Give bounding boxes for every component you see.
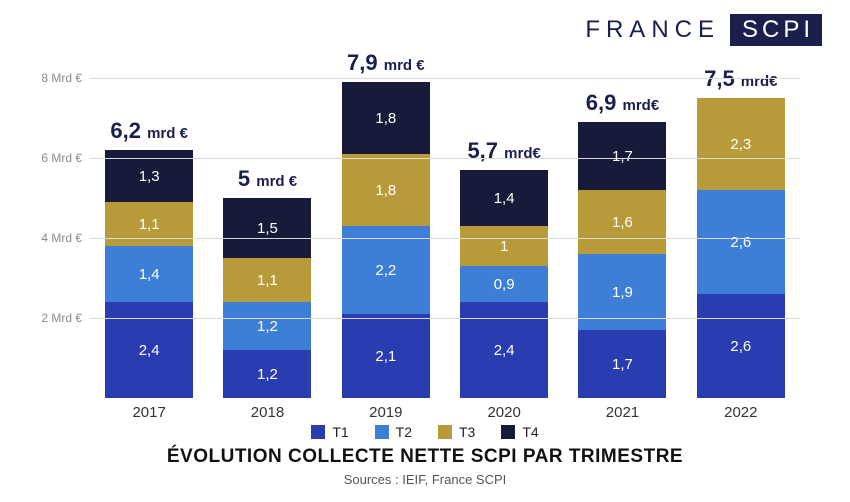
bar-segment-t1: 2,4 xyxy=(105,302,193,398)
bar-column: 2,32,62,67,5 mrd€2022 xyxy=(697,98,785,398)
x-axis-label: 2018 xyxy=(251,404,284,421)
bar-total-unit: mrd € xyxy=(147,125,188,142)
gridline: 6 Mrd € xyxy=(90,158,800,159)
bar-total-unit: mrd€ xyxy=(504,145,541,162)
bar-total-unit: mrd€ xyxy=(622,97,659,114)
bar-total-value: 6,2 xyxy=(110,118,147,143)
bar-segment-t4: 1,7 xyxy=(578,122,666,190)
bar-column: 1,51,11,21,25 mrd €2018 xyxy=(223,198,311,398)
bar-segment-t2: 1,2 xyxy=(223,302,311,350)
bar-total-unit: mrd€ xyxy=(741,73,778,90)
bar-total-label: 5 mrd € xyxy=(238,166,297,192)
legend-label: T2 xyxy=(396,424,412,440)
bar-total-label: 6,2 mrd € xyxy=(110,118,188,144)
bar-segment-t2: 0,9 xyxy=(460,266,548,302)
bar-segment-t4: 1,8 xyxy=(342,82,430,154)
chart-legend: T1 T2 T3 T4 xyxy=(0,424,850,440)
legend-swatch xyxy=(438,425,452,439)
bar-column: 1,410,92,45,7 mrd€2020 xyxy=(460,170,548,398)
bar-column: 1,31,11,42,46,2 mrd €2017 xyxy=(105,150,193,398)
legend-label: T1 xyxy=(332,424,348,440)
brand-logo: FRANCE SCPI xyxy=(585,14,822,46)
x-axis-label: 2022 xyxy=(724,404,757,421)
x-axis-label: 2019 xyxy=(369,404,402,421)
bar-segment-t1: 1,7 xyxy=(578,330,666,398)
bar-total-value: 7,9 xyxy=(347,50,384,75)
bar-segment-t4: 1,5 xyxy=(223,198,311,258)
bar-total-value: 6,9 xyxy=(586,90,623,115)
bar-segment-t1: 2,1 xyxy=(342,314,430,398)
bar-segment-t1: 2,4 xyxy=(460,302,548,398)
gridline: 4 Mrd € xyxy=(90,238,800,239)
stacked-bar-chart: 1,31,11,42,46,2 mrd €20171,51,11,21,25 m… xyxy=(90,78,800,398)
x-axis-label: 2017 xyxy=(132,404,165,421)
legend-swatch xyxy=(375,425,389,439)
bar-segment-t3: 1,1 xyxy=(223,258,311,302)
bar-total-label: 5,7 mrd€ xyxy=(467,138,540,164)
legend-swatch xyxy=(501,425,515,439)
bar-segment-t3: 2,3 xyxy=(697,98,785,190)
logo-text-scpi: SCPI xyxy=(730,14,822,46)
bar-segment-t1: 1,2 xyxy=(223,350,311,398)
y-axis-label: 2 Mrd € xyxy=(41,311,82,325)
bar-total-unit: mrd € xyxy=(256,173,297,190)
bar-total-value: 5,7 xyxy=(467,138,504,163)
bar-total-label: 7,5 mrd€ xyxy=(704,66,777,92)
legend-swatch xyxy=(311,425,325,439)
legend-label: T3 xyxy=(459,424,475,440)
bar-segment-t4: 1,4 xyxy=(460,170,548,226)
logo-text-france: FRANCE xyxy=(585,16,720,44)
x-axis-label: 2021 xyxy=(606,404,639,421)
legend-item-t1: T1 xyxy=(311,424,348,440)
legend-item-t2: T2 xyxy=(375,424,412,440)
bar-total-unit: mrd € xyxy=(384,57,425,74)
gridline: 8 Mrd € xyxy=(90,78,800,79)
bar-segment-t3: 1 xyxy=(460,226,548,266)
bar-column: 1,81,82,22,17,9 mrd €2019 xyxy=(342,82,430,398)
chart-title: ÉVOLUTION COLLECTE NETTE SCPI PAR TRIMES… xyxy=(0,446,850,468)
legend-label: T4 xyxy=(522,424,538,440)
y-axis-label: 4 Mrd € xyxy=(41,231,82,245)
bar-segment-t1: 2,6 xyxy=(697,294,785,398)
y-axis-label: 6 Mrd € xyxy=(41,151,82,165)
bar-total-value: 5 xyxy=(238,166,256,191)
bar-total-label: 7,9 mrd € xyxy=(347,50,425,76)
gridline: 2 Mrd € xyxy=(90,318,800,319)
bar-column: 1,71,61,91,76,9 mrd€2021 xyxy=(578,122,666,398)
chart-source: Sources : IEIF, France SCPI xyxy=(0,472,850,487)
legend-item-t3: T3 xyxy=(438,424,475,440)
bar-segment-t3: 1,1 xyxy=(105,202,193,246)
x-axis-label: 2020 xyxy=(487,404,520,421)
bar-total-label: 6,9 mrd€ xyxy=(586,90,659,116)
bar-segment-t2: 1,4 xyxy=(105,246,193,302)
legend-item-t4: T4 xyxy=(501,424,538,440)
bar-segment-t2: 2,6 xyxy=(697,190,785,294)
bar-segment-t2: 2,2 xyxy=(342,226,430,314)
bar-segment-t3: 1,6 xyxy=(578,190,666,254)
y-axis-label: 8 Mrd € xyxy=(41,71,82,85)
bar-segment-t3: 1,8 xyxy=(342,154,430,226)
